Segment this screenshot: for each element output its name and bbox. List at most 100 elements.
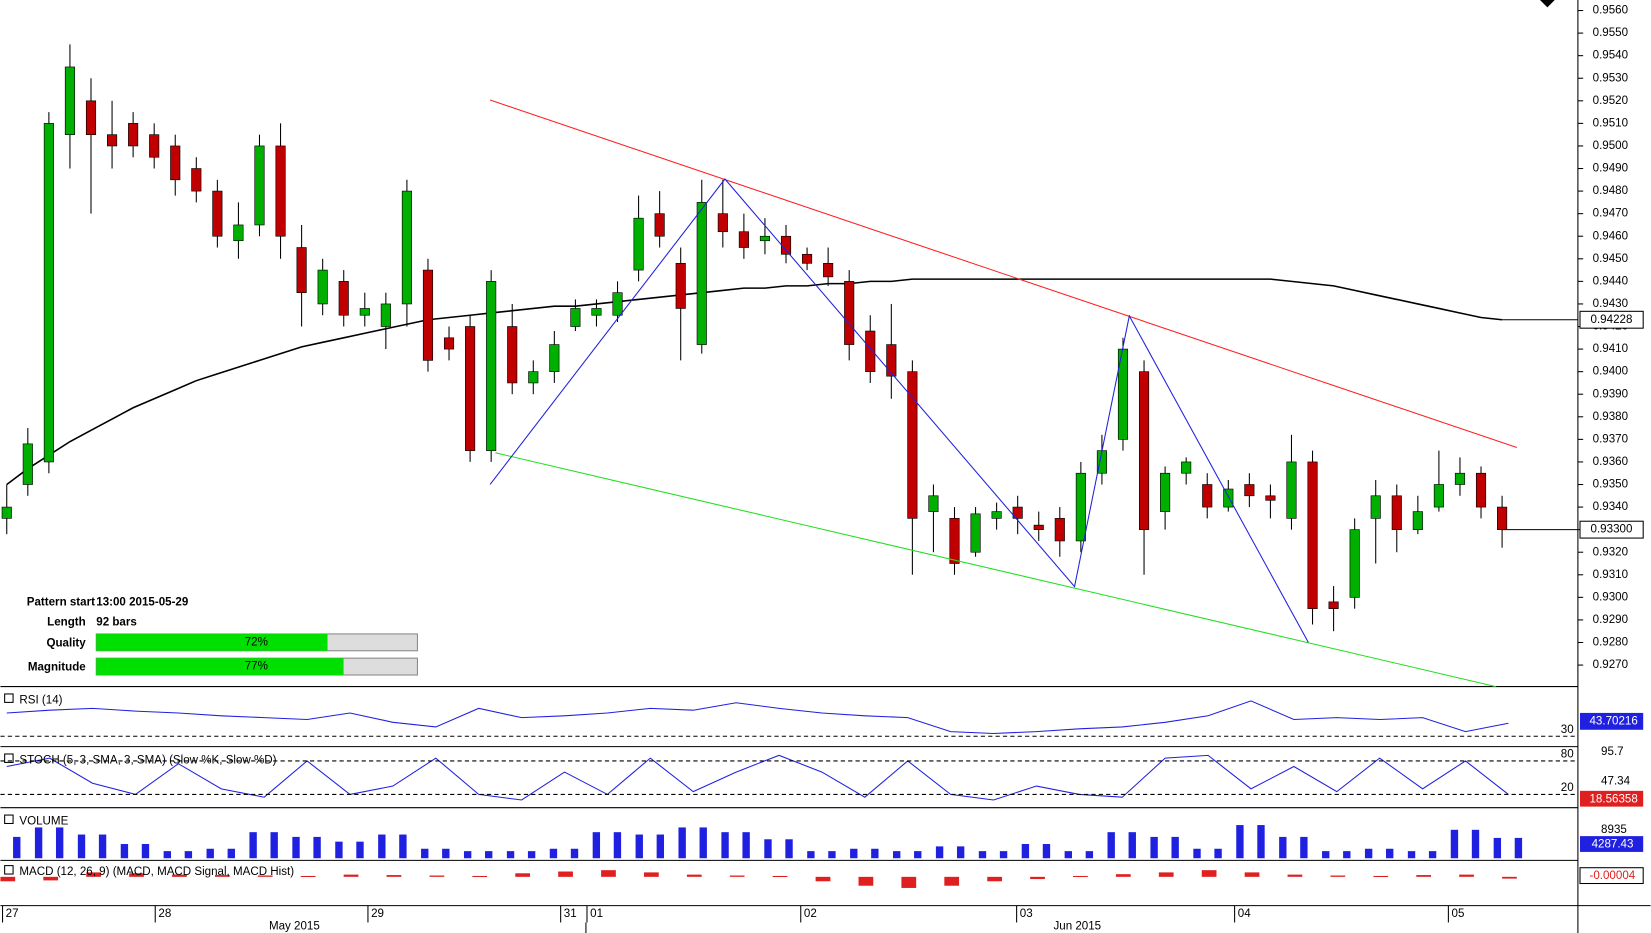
volume-bar <box>1021 844 1030 859</box>
pattern-info: Pattern start 13:00 2015-05-29 Length 92… <box>27 596 189 673</box>
volume-bar <box>98 834 107 859</box>
volume-bar <box>613 832 622 859</box>
candle-body <box>1033 524 1044 530</box>
volume-bar <box>1450 829 1459 859</box>
y-tick-label: 0.9520 <box>1593 95 1628 107</box>
candle-body <box>149 134 160 158</box>
volume-bar <box>249 832 257 859</box>
close-box[interactable] <box>4 753 14 763</box>
candle-body <box>1454 472 1466 485</box>
volume-bar <box>1064 851 1072 859</box>
candle-body <box>991 511 1002 519</box>
volume-bar <box>1107 832 1115 859</box>
close-box[interactable] <box>4 693 14 703</box>
macd-hist <box>858 876 874 886</box>
volume-bar <box>592 832 601 859</box>
candle-body <box>528 371 539 384</box>
macd-hist <box>772 875 788 878</box>
volume-value: 4287.43 <box>1592 839 1634 851</box>
y-tick-label: 0.9530 <box>1593 72 1628 84</box>
candle-body <box>1286 461 1297 519</box>
macd-hist <box>429 875 445 877</box>
macd-hist <box>1115 874 1131 877</box>
moving-average <box>6 278 1503 486</box>
volume-bar <box>335 841 343 859</box>
volume-bar <box>270 832 278 859</box>
info-label: Quality <box>46 637 86 649</box>
scroll-marker[interactable] <box>1539 0 1555 8</box>
y-tick-label: 0.9340 <box>1593 501 1628 513</box>
info-label: Pattern start <box>27 596 95 608</box>
candle-body <box>759 235 771 242</box>
volume-bar <box>742 832 750 859</box>
candle-body <box>170 145 181 181</box>
volume-bar <box>935 846 944 859</box>
macd-hist <box>643 872 659 877</box>
y-tick-label: 0.9390 <box>1593 388 1628 400</box>
macd-box <box>1579 867 1644 885</box>
candle-body <box>886 344 897 377</box>
close-box[interactable] <box>4 865 14 875</box>
macd-hist <box>686 874 702 877</box>
candle-body <box>64 66 75 135</box>
y-tick-label: 0.9310 <box>1593 569 1628 581</box>
volume-bar <box>871 848 879 859</box>
macd-hist <box>515 873 531 877</box>
close-box[interactable] <box>4 814 14 825</box>
ma-label: 0.94228 <box>1591 314 1633 326</box>
macd-hist <box>1416 875 1432 877</box>
volume-bar <box>227 848 235 859</box>
candle-body <box>1 506 12 519</box>
candle-body <box>907 371 918 519</box>
candle-body <box>1370 495 1381 519</box>
magnitude-bar <box>96 658 344 676</box>
macd-hist <box>901 876 917 888</box>
volume-bar <box>1493 837 1502 859</box>
month-label: May 2015 <box>269 921 320 933</box>
x-tick-label: 29 <box>371 908 384 920</box>
volume-bar <box>893 851 901 859</box>
candle-body <box>401 190 412 305</box>
volume-bar <box>1322 851 1330 859</box>
volume-bar <box>163 851 172 859</box>
candle-body <box>612 292 623 316</box>
candle-body <box>1433 484 1444 508</box>
y-tick-label: 0.9270 <box>1593 659 1628 671</box>
volume-bar <box>1407 851 1416 859</box>
y-tick-label: 0.9540 <box>1593 50 1628 62</box>
y-tick-label: 0.9280 <box>1593 637 1628 649</box>
candle-body <box>1328 601 1339 609</box>
support-line <box>495 452 1496 688</box>
rsi-title: RSI (14) <box>19 694 62 706</box>
macd-hist <box>1244 872 1260 877</box>
volume-bar <box>1300 836 1308 859</box>
macd-hist <box>601 870 616 877</box>
volume-bar <box>184 851 193 859</box>
y-tick-label: 0.9430 <box>1593 298 1628 310</box>
price-panel: 0.9560 0.9550 0.9540 0.9530 0.9520 0.9510 0.95… <box>1 5 1644 676</box>
y-tick-label: 0.9300 <box>1593 591 1628 603</box>
magnitude-label: 77% <box>245 661 268 673</box>
volume-top: 8935 <box>1601 824 1627 836</box>
candle-body <box>823 263 834 278</box>
y-tick-label: 0.9480 <box>1593 185 1628 197</box>
candle-body <box>1412 511 1423 530</box>
volume-bar <box>1257 825 1265 859</box>
volume-bar <box>678 827 686 859</box>
macd-hist <box>1201 870 1217 877</box>
x-tick-label: 04 <box>1238 908 1251 920</box>
volume-bar <box>1386 848 1394 859</box>
volume-bar <box>1042 844 1051 859</box>
macd-hist <box>86 872 101 877</box>
candle-body <box>780 235 792 255</box>
volume-bar <box>141 844 150 859</box>
volume-bar <box>527 851 536 859</box>
volume-bar <box>13 836 21 859</box>
macd-hist <box>1330 875 1346 877</box>
volume-title: VOLUME <box>19 815 68 827</box>
price-label: 0.93300 <box>1591 524 1633 536</box>
candle-body <box>43 123 54 463</box>
volume-bar <box>463 851 472 859</box>
y-tick-label: 0.9500 <box>1593 140 1628 152</box>
candle-body <box>107 134 118 147</box>
